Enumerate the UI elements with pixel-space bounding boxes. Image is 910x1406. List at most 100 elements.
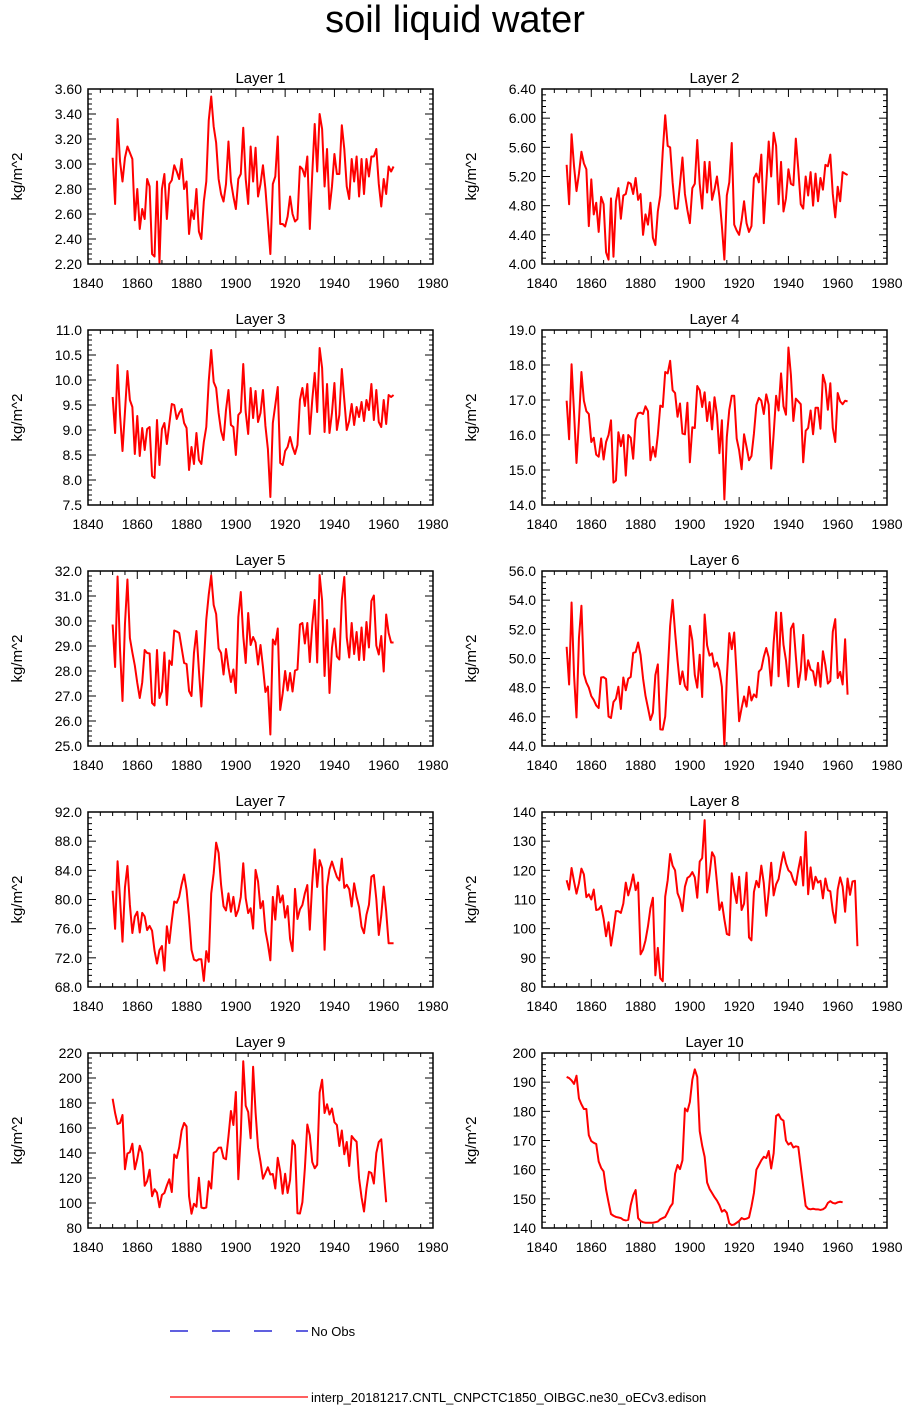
x-tick-label: 1960 [822,1239,853,1255]
panel-5: Layer 5 kg/m^2 1840 1860 1880 1900 1920 1940 196… [9,552,449,773]
y-tick-label: 28.0 [55,663,82,679]
x-tick-label: 1900 [674,516,705,532]
series-line [111,347,395,498]
y-tick-label: 2.40 [55,231,82,247]
x-tick-label: 1860 [576,275,607,291]
x-tick-label: 1960 [368,516,399,532]
x-tick-label: 1860 [122,516,153,532]
y-tick-label: 19.0 [509,322,536,338]
y-tick-label: 140 [513,1220,537,1236]
x-tick-label: 1980 [871,1239,902,1255]
plot-frame [87,570,434,747]
y-tick-label: 46.0 [509,709,536,725]
y-tick-label: 4.40 [509,227,536,243]
x-tick-label: 1940 [319,275,350,291]
plot-frame [541,88,888,265]
series-line [111,574,394,736]
series-line [565,114,849,261]
y-tick-label: 3.20 [55,131,82,147]
y-tick-label: 8.5 [63,447,83,463]
y-tick-label: 3.60 [55,81,82,97]
y-tick-label: 220 [59,1045,83,1061]
x-tick-label: 1920 [724,275,755,291]
x-tick-label: 1880 [625,516,656,532]
x-tick-label: 1860 [122,998,153,1014]
y-tick-label: 30.0 [55,613,82,629]
y-tick-label: 88.0 [55,833,82,849]
x-tick-label: 1880 [171,1239,202,1255]
y-tick-label: 29.0 [55,638,82,654]
x-tick-label: 1980 [417,1239,448,1255]
y-tick-label: 6.00 [509,110,536,126]
plot-frame [87,329,434,506]
x-tick-label: 1940 [319,1239,350,1255]
y-tick-label: 170 [513,1133,537,1149]
panel-3: Layer 3 kg/m^2 1840 1860 1880 1900 1920 1940 196… [9,311,449,532]
x-tick-label: 1900 [674,757,705,773]
y-tick-label: 72.0 [55,950,82,966]
x-tick-label: 1960 [368,998,399,1014]
y-tick-label: 140 [513,804,537,820]
y-tick-label: 14.0 [509,497,536,513]
y-tick-label: 8.0 [63,472,83,488]
y-axis-label: kg/m^2 [9,153,26,201]
x-tick-label: 1980 [417,757,448,773]
x-tick-label: 1860 [122,757,153,773]
y-axis-label: kg/m^2 [9,1117,26,1165]
y-tick-label: 5.60 [509,139,536,155]
series-line [111,1060,388,1215]
x-tick-label: 1880 [625,757,656,773]
x-tick-label: 1900 [220,998,251,1014]
plot-frame [541,329,888,506]
y-tick-label: 18.0 [509,357,536,373]
x-tick-label: 1960 [822,998,853,1014]
panel-title: Layer 4 [689,311,739,328]
x-tick-label: 1960 [368,275,399,291]
x-tick-label: 1900 [674,998,705,1014]
y-axis-label: kg/m^2 [9,394,26,442]
y-axis-label: kg/m^2 [463,153,480,201]
y-tick-label: 7.5 [63,497,83,513]
x-tick-label: 1960 [368,1239,399,1255]
y-tick-label: 84.0 [55,862,82,878]
panel-7: Layer 7 kg/m^2 1840 1860 1880 1900 1920 1940 196… [9,793,449,1014]
y-tick-label: 26.0 [55,713,82,729]
x-tick-label: 1860 [576,516,607,532]
x-tick-label: 1840 [72,757,103,773]
y-axis-label: kg/m^2 [9,635,26,683]
y-tick-label: 90 [520,950,536,966]
x-tick-label: 1920 [724,998,755,1014]
y-tick-label: 190 [513,1074,537,1090]
panel-title: Layer 6 [689,552,739,569]
panel-title: Layer 9 [235,1034,285,1051]
y-axis-label: kg/m^2 [463,1117,480,1165]
plot-frame [541,1052,888,1229]
x-tick-label: 1940 [773,998,804,1014]
x-tick-label: 1860 [576,998,607,1014]
x-tick-label: 1940 [319,998,350,1014]
y-tick-label: 92.0 [55,804,82,820]
panel-title: Layer 10 [685,1034,743,1051]
x-tick-label: 1880 [171,275,202,291]
y-tick-label: 150 [513,1191,537,1207]
y-tick-label: 6.40 [509,81,536,97]
panel-8: Layer 8 kg/m^2 1840 1860 1880 1900 1920 1940 196… [463,793,903,1014]
y-tick-label: 120 [59,1170,83,1186]
y-tick-label: 200 [513,1045,537,1061]
series-line [565,598,849,747]
y-tick-label: 100 [59,1195,83,1211]
y-axis-label: kg/m^2 [463,394,480,442]
x-tick-label: 1840 [72,516,103,532]
legend-obs-label: No Obs [311,1324,356,1339]
panel-2: Layer 2 kg/m^2 1840 1860 1880 1900 1920 1940 196… [463,70,903,291]
x-tick-label: 1860 [122,1239,153,1255]
x-tick-label: 1980 [871,516,902,532]
y-tick-label: 80.0 [55,892,82,908]
y-tick-label: 10.5 [55,347,82,363]
figure-title: soil liquid water [325,0,585,41]
x-tick-label: 1860 [122,275,153,291]
x-tick-label: 1840 [72,998,103,1014]
x-tick-label: 1920 [270,275,301,291]
x-tick-label: 1980 [871,275,902,291]
x-tick-label: 1940 [773,757,804,773]
